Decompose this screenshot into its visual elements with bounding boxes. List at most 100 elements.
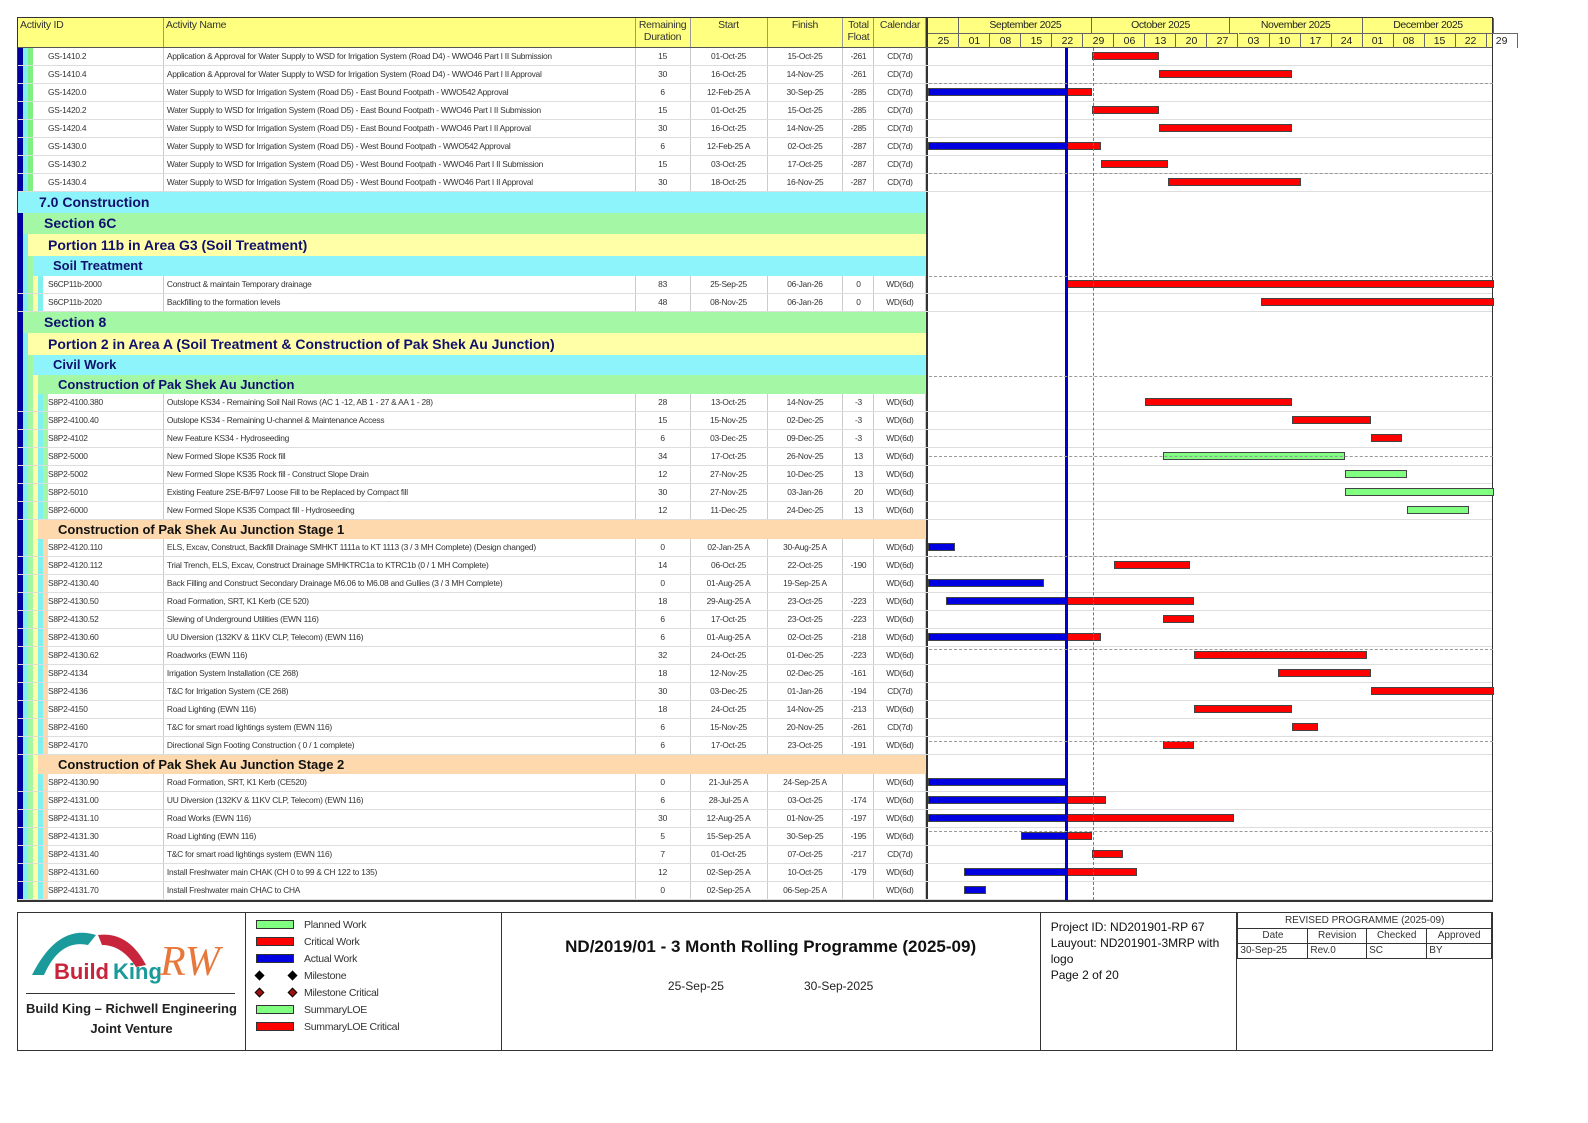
actual-work-bar[interactable] (946, 597, 1066, 605)
col-finish[interactable]: Finish (768, 18, 844, 47)
activity-row[interactable]: S8P2-4120.110 ELS, Excav, Construct, Back… (18, 539, 1492, 557)
actual-work-bar[interactable] (928, 814, 1066, 822)
planned-work-bar[interactable] (1163, 452, 1345, 460)
wbs-band[interactable]: Civil Work (18, 355, 1492, 375)
activity-row[interactable]: S8P2-4102 New Feature KS34 - Hydroseeding… (18, 430, 1492, 448)
critical-work-bar[interactable] (1260, 298, 1495, 306)
activity-row[interactable]: GS-1430.2 Water Supply to WSD for Irrigat… (18, 156, 1492, 174)
actual-work-bar[interactable] (928, 88, 1066, 96)
activity-row[interactable]: S8P2-4150 Road Lighting (EWN 116) 18 24-Oct… (18, 701, 1492, 719)
critical-work-bar[interactable] (1167, 178, 1301, 186)
critical-work-bar[interactable] (1158, 70, 1292, 78)
critical-work-bar[interactable] (1163, 741, 1195, 749)
activity-row[interactable]: S8P2-4100.40 Outslope KS34 - Remaining U-… (18, 412, 1492, 430)
actual-work-bar[interactable] (928, 579, 1044, 587)
rev-date: 30-Sep-25 (1237, 942, 1309, 959)
critical-work-bar[interactable] (1101, 160, 1168, 168)
actual-work-bar[interactable] (963, 868, 1066, 876)
wbs-band[interactable]: Section 8 (18, 312, 1492, 333)
actual-work-bar[interactable] (928, 778, 1066, 786)
actual-work-bar[interactable] (963, 886, 986, 894)
critical-work-bar[interactable] (1371, 434, 1403, 442)
activity-row[interactable]: S8P2-5000 New Formed Slope KS35 Rock fill… (18, 448, 1492, 466)
actual-work-bar[interactable] (928, 142, 1066, 150)
planned-work-bar[interactable] (1406, 506, 1469, 514)
actual-work-bar[interactable] (928, 633, 1066, 641)
activity-row[interactable]: GS-1420.4 Water Supply to WSD for Irrigat… (18, 120, 1492, 138)
critical-work-bar[interactable] (1065, 142, 1102, 150)
critical-work-bar[interactable] (1065, 280, 1495, 288)
planned-work-bar[interactable] (1344, 470, 1407, 478)
activity-row[interactable]: GS-1420.0 Water Supply to WSD for Irrigat… (18, 84, 1492, 102)
critical-work-bar[interactable] (1291, 723, 1319, 731)
activity-row[interactable]: S8P2-4160 T&C for smart road lightings sy… (18, 719, 1492, 737)
wbs-band[interactable]: Portion 11b in Area G3 (Soil Treatment) (18, 234, 1492, 256)
activity-row[interactable]: S8P2-4130.62 Roadworks (EWN 116) 32 24-Oct-… (18, 647, 1492, 665)
activity-row[interactable]: S8P2-4170 Directional Sign Footing Constr… (18, 737, 1492, 755)
planned-work-bar[interactable] (1344, 488, 1495, 496)
critical-work-bar[interactable] (1065, 633, 1102, 641)
critical-work-bar[interactable] (1065, 597, 1195, 605)
activity-row[interactable]: S8P2-5002 New Formed Slope KS35 Rock fill… (18, 466, 1492, 484)
col-total-float[interactable]: Total Float (843, 18, 875, 47)
col-remaining-duration[interactable]: Remaining Duration (636, 18, 691, 47)
col-activity-name[interactable]: Activity Name (164, 18, 636, 47)
activity-row[interactable]: S8P2-4131.30 Road Lighting (EWN 116) 5 15-S… (18, 828, 1492, 846)
wbs-band[interactable]: Soil Treatment (18, 256, 1492, 276)
activity-row[interactable]: S8P2-4131.10 Road Works (EWN 116) 30 12-Aug… (18, 810, 1492, 828)
activity-row[interactable]: GS-1430.0 Water Supply to WSD for Irrigat… (18, 138, 1492, 156)
activity-row[interactable]: S8P2-4130.90 Road Formation, SRT, K1 Kerb… (18, 774, 1492, 792)
critical-work-bar[interactable] (1194, 705, 1292, 713)
actual-work-bar[interactable] (928, 796, 1066, 804)
wbs-band[interactable]: Construction of Pak Shek Au Junction (18, 375, 1492, 394)
activity-row[interactable]: GS-1430.4 Water Supply to WSD for Irrigat… (18, 174, 1492, 192)
activity-row[interactable]: S8P2-4130.60 UU Diversion (132KV & 11KV C… (18, 629, 1492, 647)
activity-row[interactable]: S8P2-6000 New Formed Slope KS35 Compact f… (18, 502, 1492, 520)
wbs-band[interactable]: 7.0 Construction (18, 192, 1492, 213)
activity-row[interactable]: S8P2-4131.00 UU Diversion (132KV & 11KV C… (18, 792, 1492, 810)
critical-work-bar[interactable] (1194, 651, 1367, 659)
wbs-band[interactable]: Section 6C (18, 213, 1492, 234)
critical-work-bar[interactable] (1145, 398, 1292, 406)
activity-row[interactable]: S8P2-4100.380 Outslope KS34 - Remaining S… (18, 394, 1492, 412)
critical-work-bar[interactable] (1371, 687, 1495, 695)
wbs-band[interactable]: Construction of Pak Shek Au Junction Sta… (18, 520, 1492, 539)
activity-row[interactable]: S8P2-4131.60 Install Freshwater main CHAK… (18, 864, 1492, 882)
col-start[interactable]: Start (691, 18, 768, 47)
col-activity-id[interactable]: Activity ID (18, 18, 164, 47)
critical-work-bar[interactable] (1291, 416, 1372, 424)
activity-row[interactable]: GS-1410.2 Application & Approval for Wate… (18, 48, 1492, 66)
actual-work-bar[interactable] (1021, 832, 1066, 840)
activity-row[interactable]: S8P2-4130.52 Slewing of Underground Utili… (18, 611, 1492, 629)
activity-row[interactable]: S6CP11b-2020 Backfilling to the formation… (18, 294, 1495, 312)
col-calendar[interactable]: Calendar (874, 18, 927, 47)
activity-row[interactable]: S8P2-4134 Irrigation System Installation … (18, 665, 1492, 683)
wbs-band[interactable]: Construction of Pak Shek Au Junction Sta… (18, 755, 1492, 774)
timeline-month: September 2025 (959, 18, 1093, 33)
activity-row[interactable]: GS-1410.4 Application & Approval for Wate… (18, 66, 1492, 84)
wbs-band[interactable]: Portion 2 in Area A (Soil Treatment & Co… (18, 333, 1492, 355)
critical-work-bar[interactable] (1163, 615, 1195, 623)
activity-row[interactable]: S8P2-4130.50 Road Formation, SRT, K1 Kerb… (18, 593, 1492, 611)
activity-row[interactable]: S8P2-5010 Existing Feature 2SE-B/F97 Loos… (18, 484, 1495, 502)
activity-row[interactable]: S6CP11b-2000 Construct & maintain Tempora… (18, 276, 1495, 294)
critical-work-bar[interactable] (1065, 868, 1137, 876)
activity-row[interactable]: GS-1420.2 Water Supply to WSD for Irrigat… (18, 102, 1492, 120)
actual-work-bar[interactable] (928, 543, 955, 551)
critical-work-bar[interactable] (1114, 561, 1190, 569)
critical-work-bar[interactable] (1092, 52, 1159, 60)
critical-work-bar[interactable] (1065, 814, 1235, 822)
critical-work-bar[interactable] (1278, 669, 1372, 677)
critical-work-bar[interactable] (1065, 88, 1093, 96)
critical-work-bar[interactable] (1092, 850, 1124, 858)
activity-row[interactable]: S8P2-4136 T&C for Irrigation System (CE 2… (18, 683, 1495, 701)
critical-work-bar[interactable] (1158, 124, 1292, 132)
critical-work-bar[interactable] (1065, 832, 1093, 840)
activity-row[interactable]: S8P2-4130.40 Back Filling and Construct S… (18, 575, 1492, 593)
activity-row[interactable]: S8P2-4131.40 T&C for smart road lightings… (18, 846, 1492, 864)
activity-row[interactable]: S8P2-4120.112 Trial Trench, ELS, Excav, C… (18, 557, 1492, 575)
total-float: -3 (843, 412, 875, 429)
critical-work-bar[interactable] (1065, 796, 1106, 804)
activity-row[interactable]: S8P2-4131.70 Install Freshwater main CHAC… (18, 882, 1492, 900)
critical-work-bar[interactable] (1092, 106, 1159, 114)
